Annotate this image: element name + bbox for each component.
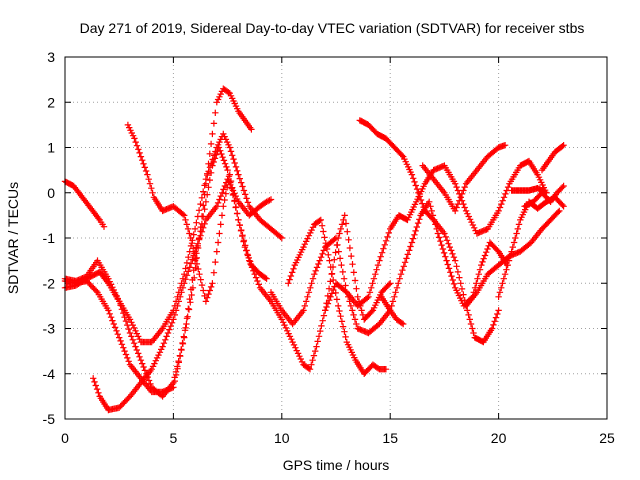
y-tick-label: -4 (43, 366, 56, 382)
series-track-14 (495, 194, 567, 300)
marker-plus (508, 185, 550, 196)
x-tick-label: 20 (491, 430, 507, 446)
series-track-11 (378, 293, 407, 328)
y-tick-label: -1 (43, 230, 56, 246)
marker-plus (124, 121, 394, 373)
marker-plus (285, 216, 390, 377)
y-tick-label: 3 (47, 49, 55, 65)
y-tick-label: 2 (47, 94, 55, 110)
marker-plus (419, 142, 509, 215)
y-tick-label: -3 (43, 321, 56, 337)
x-tick-label: 10 (274, 430, 290, 446)
x-tick-label: 15 (382, 430, 398, 446)
y-tick-label: -5 (43, 411, 56, 427)
series-track-12 (419, 142, 509, 215)
series-track-17 (508, 185, 550, 196)
series-track-10 (322, 157, 550, 314)
marker-plus (267, 198, 511, 337)
marker-plus (495, 194, 567, 300)
series-track-13 (462, 207, 563, 310)
x-tick-label: 0 (61, 430, 69, 446)
marker-plus (462, 207, 563, 310)
y-tick-label: 1 (47, 140, 55, 156)
plot-frame (64, 56, 608, 420)
series-track-7 (267, 198, 511, 337)
marker-plus (378, 293, 407, 328)
marker-plus (61, 178, 108, 230)
x-tick-label: 25 (599, 430, 615, 446)
marker-plus (322, 157, 550, 314)
x-tick-label: 5 (170, 430, 178, 446)
chart-title: Day 271 of 2019, Sidereal Day-to-day VTE… (80, 20, 585, 36)
series-track-15 (538, 142, 567, 174)
series-track-6 (124, 121, 394, 373)
series-track-8 (285, 216, 390, 377)
x-axis-label: GPS time / hours (283, 457, 390, 473)
y-axis-label: SDTVAR / TECUs (5, 182, 21, 294)
y-tick-label: 0 (47, 185, 55, 201)
axis-ticks: 0 5 10 15 20 25 -5 -4 -3 -2 -1 0 1 2 3 (43, 49, 615, 446)
y-tick-label: -2 (43, 275, 56, 291)
data-marks (61, 85, 567, 414)
series-track-1 (61, 178, 108, 230)
marker-plus (538, 142, 567, 174)
